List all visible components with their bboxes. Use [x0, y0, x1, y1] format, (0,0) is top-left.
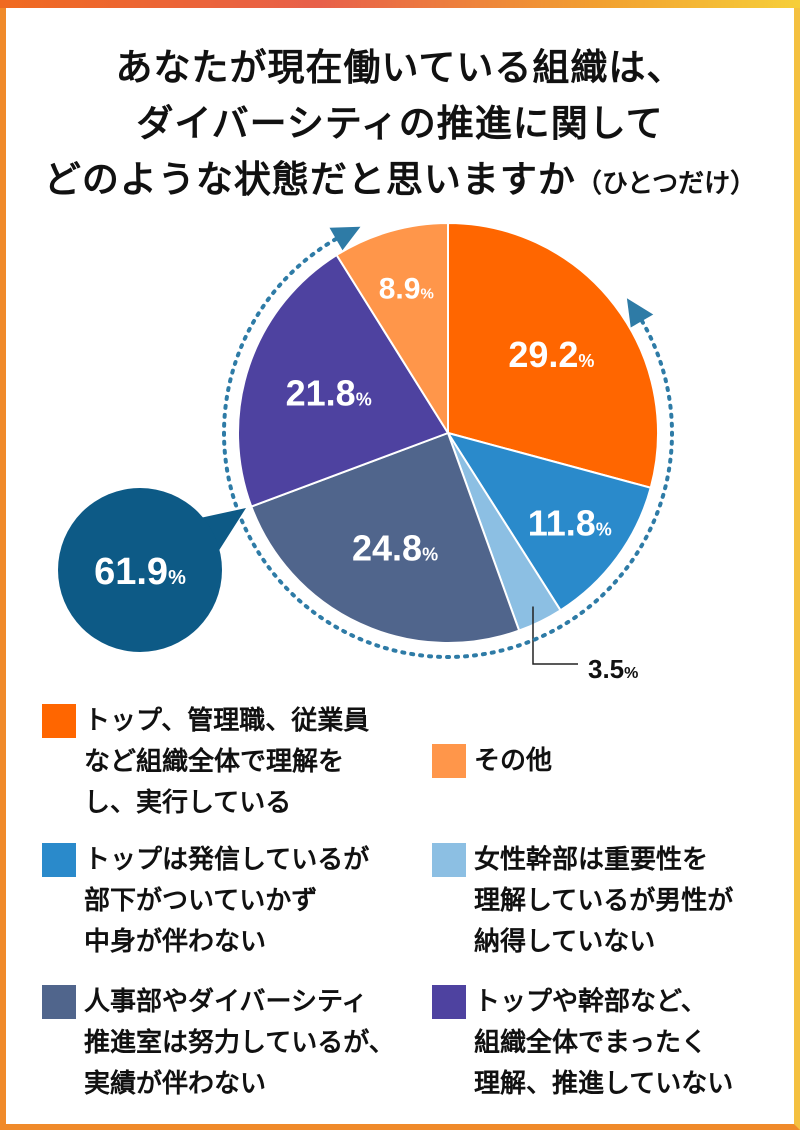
legend-swatch-3 [42, 985, 76, 1019]
legend-item-0: トップ、管理職、従業員 など組織全体で理解を し、実行している [42, 701, 369, 824]
legend-label-5: その他 [474, 746, 553, 776]
legend-swatch-2 [432, 843, 466, 877]
pie-slice-5 [335, 221, 449, 437]
title-line-1: あなたが現在働いている組織は、 [115, 46, 685, 89]
legend-label-3: 人事部やダイバーシティ 推進室は努力しているが、 実績が伴わない [84, 987, 395, 1099]
pie-slice-1 [445, 431, 652, 612]
slice-label-unit-3: % [422, 544, 438, 564]
title-line-3-main: どのような状態だと思いますか [43, 158, 576, 201]
callout-bubble [58, 488, 222, 652]
slice-label-unit-1: % [596, 520, 612, 540]
legend-item-4: トップや幹部など、 組織全体でまったく 理解、推進していない [432, 982, 733, 1105]
title-line-2: ダイバーシティの推進に関して [136, 102, 664, 145]
leader-line [532, 606, 578, 665]
legend-label-2: 女性幹部は重要性を 理解しているが男性が 納得していない [474, 845, 734, 957]
slice-label-unit-0: % [578, 351, 594, 371]
legend-item-3: 人事部やダイバーシティ 推進室は努力しているが、 実績が伴わない [42, 982, 395, 1105]
callout-unit: % [168, 567, 186, 589]
legend-item-2: 女性幹部は重要性を 理解しているが男性が 納得していない [432, 840, 733, 963]
legend-label-4: トップや幹部など、 組織全体でまったく 理解、推進していない [474, 987, 734, 1099]
legend-label-0: トップ、管理職、従業員 など組織全体で理解を し、実行している [84, 706, 370, 818]
title-subnote: （ひとつだけ） [575, 169, 757, 199]
legend-swatch-5 [432, 744, 466, 778]
slice-label-2: 3.5% [588, 654, 638, 684]
pie-slice-3 [250, 431, 521, 644]
legend-swatch-1 [42, 843, 76, 877]
slice-label-unit-5: % [420, 285, 433, 302]
slice-label-unit-4: % [356, 390, 372, 410]
top-gradient-bar [0, 0, 800, 8]
callout-arrowhead-right [626, 298, 654, 328]
callout-arrowhead-left [329, 226, 361, 251]
slice-label-unit-2: % [624, 665, 638, 682]
pie-slice-0 [447, 221, 659, 490]
legend-swatch-4 [432, 985, 466, 1019]
legend-label-1: トップは発信しているが 部下がついていかず 中身が伴わない [84, 845, 370, 957]
title-line-3: どのような状態だと思いますか（ひとつだけ） [0, 152, 800, 212]
chart-title: あなたが現在働いている組織は、 ダイバーシティの推進に関して どのような状態だと… [0, 40, 800, 212]
legend-item-5: その他 [432, 741, 552, 782]
legend-item-1: トップは発信しているが 部下がついていかず 中身が伴わない [42, 840, 369, 963]
pie-slice-4 [237, 253, 450, 508]
legend-swatch-0 [42, 704, 76, 738]
callout-pointer [200, 508, 246, 552]
